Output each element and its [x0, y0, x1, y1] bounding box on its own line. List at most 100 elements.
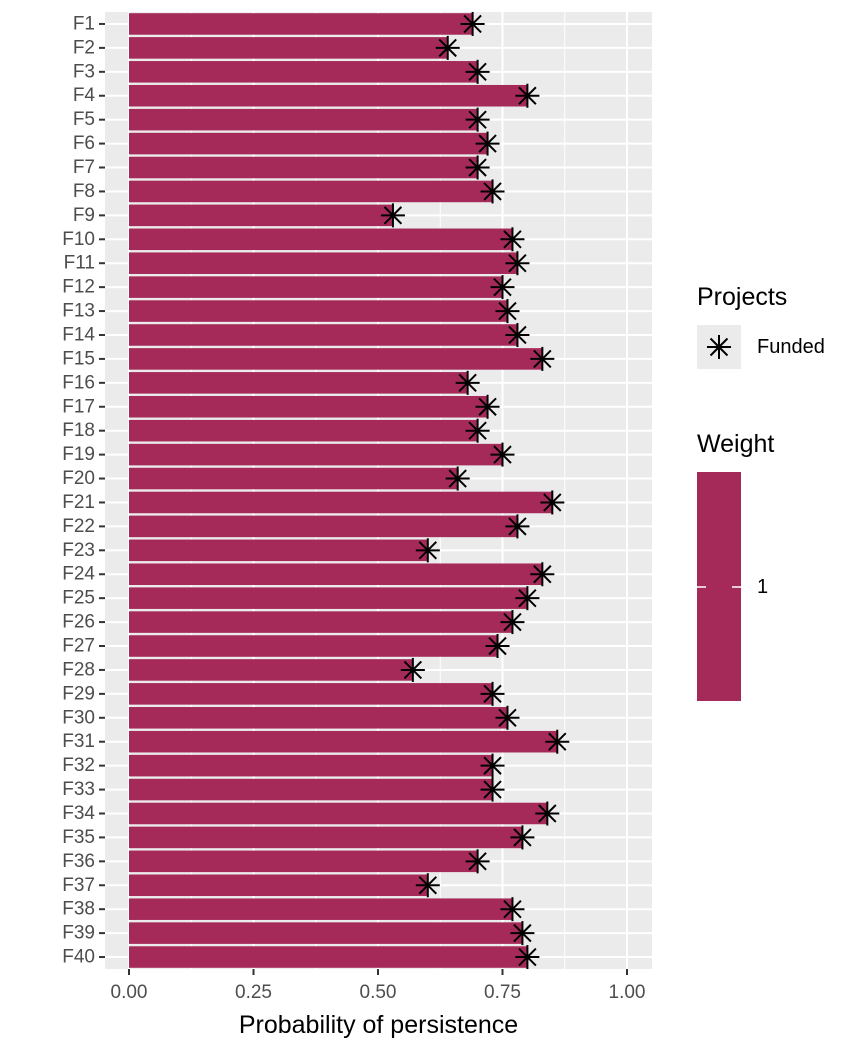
- bar-f29: [129, 683, 493, 705]
- y-tick-label-f15: F15: [62, 348, 95, 369]
- bars-group: [129, 13, 558, 968]
- y-tick-label-f27: F27: [62, 636, 95, 657]
- y-tick-label-f33: F33: [62, 779, 95, 800]
- y-tick-label-f16: F16: [62, 372, 95, 393]
- point-f22-star-icon-stroke-3: [508, 517, 527, 536]
- y-tick-label-f14: F14: [62, 324, 95, 345]
- bar-f2: [129, 37, 448, 59]
- bar-f3: [129, 61, 478, 83]
- point-f23-star-icon-stroke-3: [418, 541, 437, 560]
- point-f28-star-icon: [400, 657, 425, 682]
- point-f1-star-icon: [460, 11, 485, 36]
- bar-f28: [129, 659, 413, 681]
- point-f37-star-icon-stroke-3: [418, 876, 437, 895]
- bar-f13: [129, 300, 508, 322]
- x-axis-title: Probability of persistence: [239, 1011, 518, 1039]
- point-f29-star-icon: [480, 681, 505, 706]
- y-tick-label-f8: F8: [73, 181, 95, 202]
- bar-f39: [129, 922, 523, 944]
- y-tick-label-f32: F32: [62, 755, 95, 776]
- y-tick-label-f40: F40: [62, 947, 95, 968]
- point-f31-star-icon-stroke-3: [548, 732, 567, 751]
- points-group: [380, 11, 570, 970]
- x-tick-label-4: 1.00: [609, 982, 646, 1003]
- point-f14-star-icon: [505, 322, 530, 347]
- legend-projects-title: Projects: [697, 283, 787, 311]
- y-tick-label-f37: F37: [62, 875, 95, 896]
- y-tick-label-f38: F38: [62, 899, 95, 920]
- bar-f38: [129, 898, 513, 920]
- point-f24-star-icon: [530, 562, 555, 587]
- y-tick-label-f4: F4: [73, 85, 96, 106]
- point-f8-star-icon-stroke-3: [483, 182, 502, 201]
- y-tick-label-f18: F18: [62, 420, 95, 441]
- x-tick-label-0: 0.00: [111, 982, 148, 1003]
- point-f30-star-icon-stroke-3: [498, 708, 517, 727]
- x-tick-label-3: 0.75: [484, 982, 521, 1003]
- bar-f9: [129, 204, 393, 227]
- point-f11-star-icon-stroke-3: [508, 254, 527, 273]
- point-f20-star-icon-stroke-3: [448, 469, 467, 488]
- point-f40-star-icon: [515, 945, 540, 970]
- point-f22-star-icon: [505, 514, 530, 539]
- bar-f16: [129, 372, 468, 394]
- point-f23-star-icon: [415, 538, 440, 563]
- point-f10-star-icon-stroke-3: [503, 230, 522, 249]
- point-f9-star-icon-stroke-3: [383, 206, 403, 225]
- point-f1-star-icon-stroke-3: [463, 14, 482, 34]
- y-tick-label-f11: F11: [64, 253, 95, 274]
- point-f7-star-icon: [465, 155, 490, 180]
- bar-f40: [129, 946, 528, 968]
- point-f25-star-icon-stroke-3: [518, 588, 537, 608]
- legend-weight-label: 1: [757, 576, 768, 598]
- y-tick-label-f35: F35: [62, 827, 95, 848]
- point-f34-star-icon-stroke-3: [538, 804, 557, 823]
- point-f25-star-icon: [515, 586, 540, 611]
- y-tick-label-f17: F17: [62, 396, 95, 417]
- point-f32-star-icon: [480, 753, 505, 778]
- bar-f34: [129, 802, 548, 825]
- point-f20-star-icon: [445, 466, 470, 491]
- point-f9-star-icon: [380, 203, 405, 228]
- point-f26-star-icon-stroke-3: [503, 612, 522, 632]
- y-tick-label-f22: F22: [62, 516, 95, 537]
- y-tick-label-f20: F20: [62, 468, 95, 489]
- point-f27-star-icon: [485, 634, 510, 659]
- bar-f23: [129, 539, 428, 562]
- point-f26-star-icon: [500, 610, 525, 635]
- point-f31-star-icon: [545, 729, 570, 754]
- y-tick-label-f30: F30: [62, 707, 95, 728]
- bar-f31: [129, 730, 558, 753]
- point-f21-star-icon: [540, 490, 565, 515]
- point-f13-star-icon-stroke-3: [498, 301, 517, 321]
- bar-f33: [129, 778, 493, 801]
- bar-f12: [129, 276, 503, 298]
- point-f4-star-icon: [515, 83, 540, 108]
- point-f36-star-icon-stroke-3: [468, 852, 487, 871]
- point-f27-star-icon-stroke-3: [488, 636, 507, 656]
- bar-f1: [129, 13, 473, 35]
- bar-f27: [129, 635, 498, 657]
- bar-f7: [129, 156, 478, 179]
- bar-f10: [129, 228, 513, 251]
- bar-f20: [129, 467, 458, 490]
- point-f37-star-icon: [415, 873, 440, 898]
- y-tick-label-f21: F21: [62, 492, 95, 513]
- point-f14-star-icon-stroke-3: [508, 325, 527, 345]
- legend: Projects Funded Weight 1: [697, 283, 825, 701]
- point-f32-star-icon-stroke-3: [483, 756, 502, 775]
- y-tick-label-f7: F7: [73, 157, 95, 178]
- bar-f17: [129, 395, 488, 418]
- y-tick-label-f12: F12: [62, 277, 95, 298]
- point-f16-star-icon: [455, 370, 480, 395]
- y-tick-label-f9: F9: [73, 205, 95, 226]
- point-f13-star-icon: [495, 299, 520, 324]
- point-f15-star-icon: [530, 346, 555, 371]
- point-f6-star-icon: [475, 131, 500, 156]
- y-tick-label-f5: F5: [73, 109, 95, 130]
- point-f3-star-icon-stroke-3: [468, 62, 487, 82]
- point-f16-star-icon-stroke-3: [458, 373, 477, 393]
- point-f30-star-icon: [495, 705, 520, 730]
- bar-f15: [129, 348, 543, 370]
